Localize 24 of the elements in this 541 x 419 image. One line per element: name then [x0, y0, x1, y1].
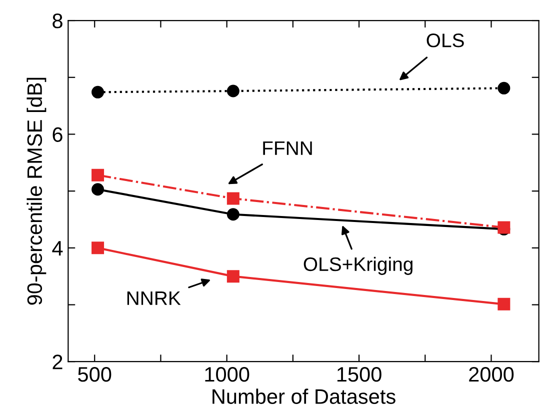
x-tick-label: 1000 — [205, 367, 250, 382]
point — [92, 242, 104, 254]
point — [226, 270, 240, 283]
x-tick-label: 2000 — [469, 367, 514, 382]
point — [92, 183, 104, 196]
y-tick-label: 4 — [52, 241, 63, 256]
annotation: NNRK — [127, 292, 181, 305]
y-axis-title: 90-percentile RMSE [dB] — [26, 78, 46, 305]
y-tick-label: 8 — [52, 14, 62, 28]
annotation: FFNN — [263, 141, 312, 155]
point — [498, 82, 510, 94]
y-tick-label: 6 — [52, 127, 62, 142]
annotation: OLS+Kriging — [304, 256, 412, 275]
point — [226, 208, 240, 221]
x-axis-title: Number of Datasets — [212, 388, 396, 404]
x-tick-label: 500 — [78, 367, 112, 382]
point — [498, 298, 510, 310]
point — [226, 84, 240, 98]
point — [92, 168, 104, 182]
x-tick-label: 1500 — [337, 367, 382, 382]
point — [226, 192, 240, 205]
point — [92, 86, 104, 98]
y-tick-label: 2 — [52, 354, 62, 370]
annotation: OLS — [426, 34, 464, 48]
